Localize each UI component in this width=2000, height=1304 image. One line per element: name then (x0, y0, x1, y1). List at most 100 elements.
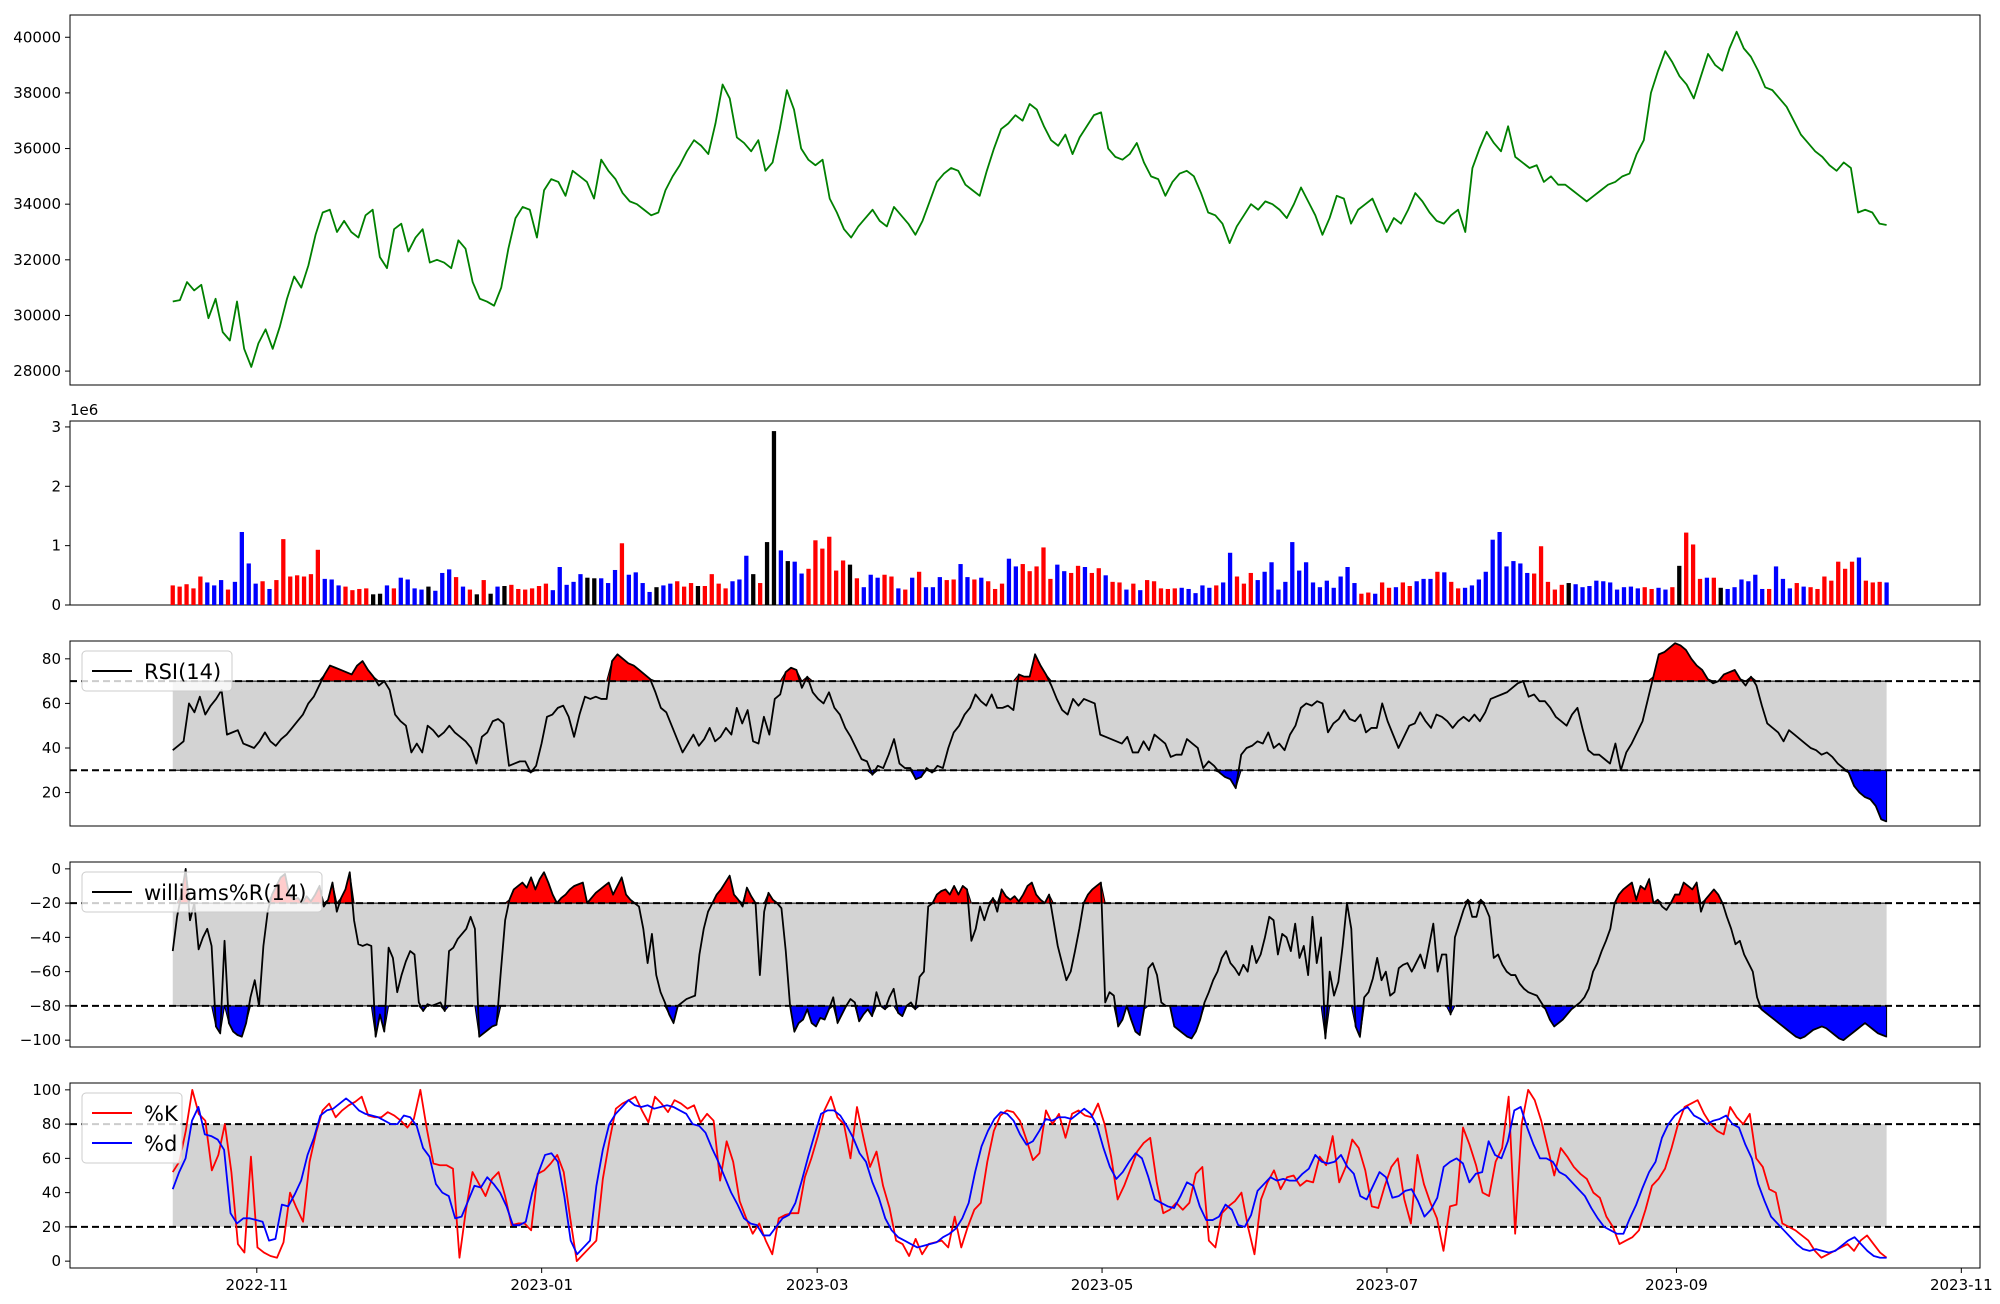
volume-bar (875, 577, 880, 605)
volume-bar (184, 584, 189, 605)
volume-bar (357, 588, 362, 605)
volume-bar (398, 577, 403, 605)
volume-bar (1414, 581, 1419, 605)
volume-bar (1407, 586, 1412, 605)
volume-bar (1525, 572, 1530, 605)
volume-bar (364, 588, 369, 605)
volume-bar (1704, 577, 1710, 605)
volume-bar (1068, 572, 1074, 605)
stoch-neutral-band (172, 1124, 1887, 1227)
volume-bar (205, 582, 210, 605)
volume-bar (923, 587, 929, 605)
price-line (172, 30, 1887, 368)
price-ytick-label: 40000 (13, 28, 61, 46)
volume-bar (1172, 588, 1177, 605)
volume-bar (1013, 566, 1018, 605)
volume-bar (1760, 588, 1765, 605)
volume-bar (834, 570, 839, 605)
volume-bar (315, 549, 320, 605)
volume-bar (1635, 588, 1640, 605)
rsi-ytick-label: 40 (42, 739, 61, 757)
volume-bar (654, 587, 659, 605)
volume-bar (1297, 570, 1302, 605)
volume-bar (1075, 565, 1081, 605)
volume-bar (1110, 581, 1115, 605)
volume-bar (854, 578, 860, 605)
volume-bar (232, 581, 238, 605)
volume-bar (212, 585, 217, 605)
volume-bar (1718, 587, 1723, 605)
volume-bar (1829, 580, 1834, 605)
volume-bar (1863, 580, 1869, 605)
volume-bar (930, 587, 936, 605)
volume-scale-label: 1e6 (70, 401, 98, 419)
volume-bar (384, 585, 390, 605)
volume-bar (1103, 575, 1108, 605)
volume-bar (1283, 581, 1288, 605)
volume-bar (1352, 583, 1357, 605)
volume-bar (619, 543, 625, 605)
volume-bar (792, 561, 797, 605)
volume-bar (502, 586, 507, 605)
volume-bar (1117, 582, 1122, 605)
volume-bar (1227, 552, 1233, 605)
volume-bar (1158, 588, 1164, 605)
volume-bar (1808, 587, 1813, 605)
date-xtick-label: 2023-03 (786, 1276, 849, 1294)
volume-bar (1476, 579, 1482, 605)
volume-bar (322, 578, 327, 605)
volume-bar (640, 583, 645, 605)
volume-bar (1490, 539, 1495, 605)
volume-bar (516, 588, 521, 605)
rsi-neutral-band (172, 681, 1887, 771)
volume-bar (1165, 588, 1171, 605)
williams-ytick-label: −40 (29, 928, 61, 946)
volume-bar (972, 579, 977, 605)
price-frame (69, 14, 1981, 386)
volume-bar (1566, 583, 1571, 605)
volume-bar (820, 548, 825, 605)
volume-bar (1435, 571, 1440, 605)
volume-bar (1504, 566, 1509, 605)
volume-bar (1421, 578, 1426, 605)
williams-legend-label: williams%R(14) (144, 881, 306, 905)
volume-bar (702, 586, 707, 605)
price-ytick-label: 28000 (13, 362, 61, 380)
volume-bar (751, 574, 756, 605)
volume-bar (737, 579, 742, 605)
volume-bar (944, 580, 949, 605)
volume-bar (488, 593, 493, 605)
volume-bar (1338, 576, 1343, 605)
volume-bar (405, 579, 410, 605)
volume-bar (709, 574, 714, 605)
price-ytick-label: 36000 (13, 140, 61, 158)
stoch-frame (69, 1082, 1981, 1269)
volume-bar (681, 586, 687, 605)
volume-bar (1815, 588, 1820, 605)
volume-bar (260, 581, 265, 605)
price-ytick-label: 34000 (13, 195, 61, 213)
volume-bar (1842, 568, 1848, 605)
volume-ytick-label: 0 (51, 596, 61, 614)
volume-bar (412, 588, 417, 605)
volume-bar (1131, 583, 1136, 605)
volume-bar (1656, 587, 1661, 605)
williams-line (171, 867, 1887, 1042)
rsi-legend-box (81, 650, 233, 692)
volume-bar (675, 581, 680, 605)
volume-bar (1573, 584, 1578, 605)
williams-r-panel: 0 −20 −40 −60 −80 −100 williams%R(14) (20, 860, 1981, 1049)
date-xtick-label: 2023-05 (1071, 1276, 1134, 1294)
volume-bar (764, 542, 770, 605)
date-xtick-label: 2022-11 (225, 1276, 288, 1294)
volume-bar (1794, 583, 1799, 605)
rsi-frame (69, 640, 1981, 827)
volume-bar (1670, 587, 1675, 605)
volume-bar (599, 578, 604, 605)
volume-bar (1179, 587, 1184, 605)
volume-bar (965, 577, 970, 605)
volume-bar (453, 577, 459, 605)
volume-bar (1739, 579, 1744, 605)
volume-bar (578, 574, 583, 605)
volume-bar (1725, 588, 1730, 605)
